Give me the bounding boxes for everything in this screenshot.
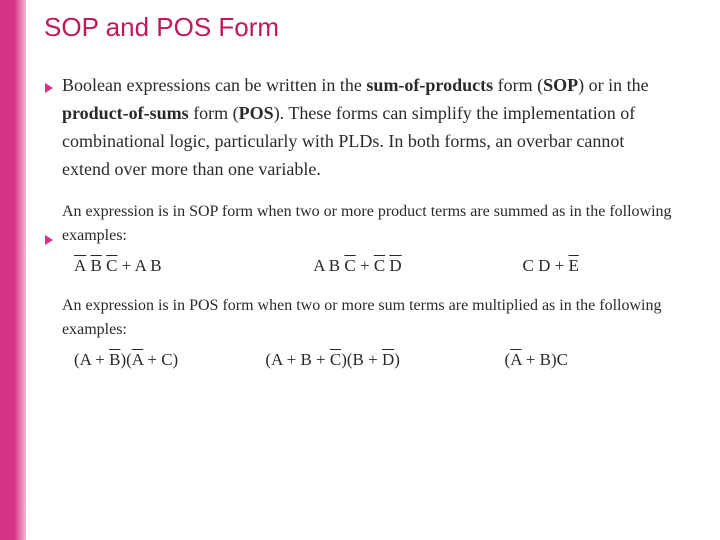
overbar: C xyxy=(344,256,355,275)
text: ) or in the xyxy=(578,75,648,95)
text: + xyxy=(356,256,374,275)
text: )(B + xyxy=(341,350,382,369)
text: form ( xyxy=(189,103,239,123)
accent-bar xyxy=(0,0,26,540)
overbar: A xyxy=(510,350,521,369)
text: (A + xyxy=(74,350,109,369)
overbar: B xyxy=(109,350,120,369)
overbar: A xyxy=(74,256,86,275)
text: form ( xyxy=(493,75,543,95)
sop-examples: A B C + A B A B C + C D C D + E xyxy=(74,256,672,276)
bullet-icon xyxy=(45,235,53,245)
content-area: Boolean expressions can be written in th… xyxy=(62,72,672,378)
bold-pos: POS xyxy=(239,103,274,123)
paragraph-sop: An expression is in SOP form when two or… xyxy=(62,200,672,248)
overbar: C xyxy=(106,256,117,275)
pos-expr-3: (A + B)C xyxy=(505,350,672,370)
paragraph-pos: An expression is in POS form when two or… xyxy=(62,294,672,342)
pos-expr-1: (A + B)(A + C) xyxy=(74,350,265,370)
overbar: A xyxy=(132,350,143,369)
text: + C) xyxy=(143,350,178,369)
pos-expr-2: (A + B + C)(B + D) xyxy=(265,350,504,370)
sop-expr-3: C D + E xyxy=(522,256,672,276)
text: C D + xyxy=(522,256,568,275)
text: A B xyxy=(135,256,162,275)
overbar: E xyxy=(568,256,578,275)
text: Boolean expressions can be written in th… xyxy=(62,75,366,95)
slide-title: SOP and POS Form xyxy=(44,12,279,43)
overbar: D xyxy=(382,350,394,369)
text: )( xyxy=(120,350,131,369)
text: (A + B + xyxy=(265,350,330,369)
sop-expr-1: A B C + A B xyxy=(74,256,313,276)
text: A B xyxy=(313,256,344,275)
bold-sop: SOP xyxy=(543,75,578,95)
text: + B)C xyxy=(522,350,568,369)
overbar: C xyxy=(374,256,385,275)
bullet-icon xyxy=(45,83,53,93)
bold-sop-term: sum-of-products xyxy=(366,75,493,95)
overbar: D xyxy=(389,256,401,275)
paragraph-intro: Boolean expressions can be written in th… xyxy=(62,72,672,184)
overbar: C xyxy=(330,350,341,369)
pos-examples: (A + B)(A + C) (A + B + C)(B + D) (A + B… xyxy=(74,350,672,370)
text: + xyxy=(117,256,134,275)
text: ) xyxy=(394,350,400,369)
bold-pos-term: product-of-sums xyxy=(62,103,189,123)
sop-expr-2: A B C + C D xyxy=(313,256,522,276)
overbar: B xyxy=(91,256,102,275)
